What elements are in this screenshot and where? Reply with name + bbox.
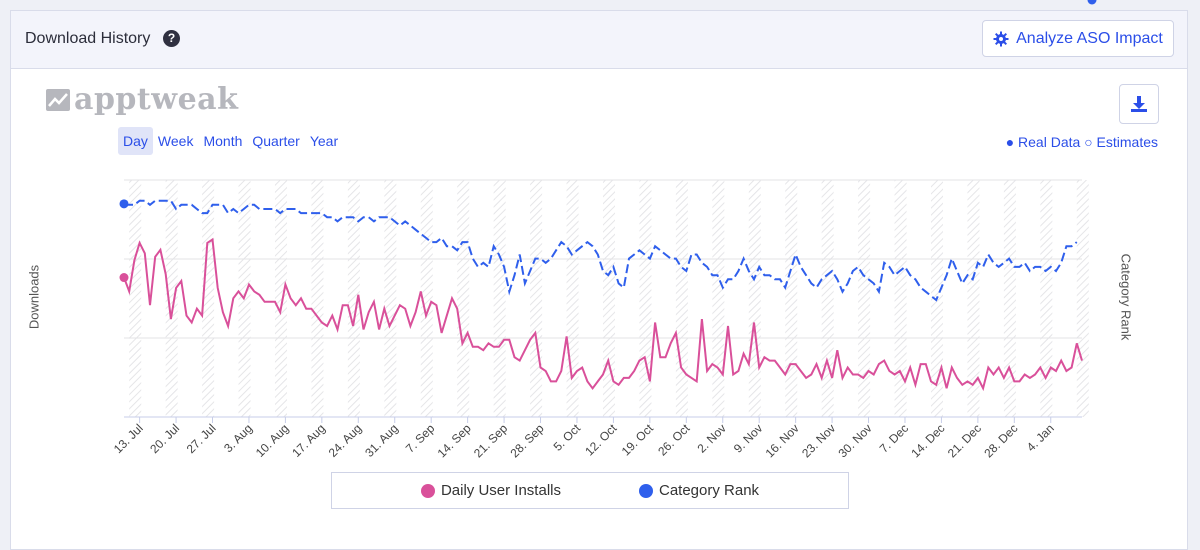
period-day[interactable]: Day [118, 127, 153, 155]
x-tick-label: 28. Dec [981, 421, 1020, 460]
x-tick-label: 12. Oct [582, 421, 620, 459]
x-tick-label: 3. Aug [221, 421, 255, 455]
x-tick-label: 10. Aug [253, 421, 292, 460]
analyze-label: Analyze ASO Impact [1016, 29, 1163, 47]
weekend-band [530, 180, 543, 417]
weekend-band [1040, 180, 1053, 417]
x-tick-label: 19. Oct [619, 421, 657, 459]
weekend-band [457, 180, 470, 417]
legend-item-rank[interactable]: Category Rank [638, 482, 760, 499]
x-tick-label: 23. Nov [799, 421, 838, 460]
x-tick-label: 14. Sep [435, 421, 474, 460]
x-tick-label: 31. Aug [362, 421, 401, 460]
download-button[interactable] [1119, 84, 1159, 124]
weekend-band [493, 180, 506, 417]
card-title: Download History [25, 30, 151, 47]
weekend-band [311, 180, 324, 417]
legend-dot-installs [420, 483, 435, 498]
weekend-band [384, 180, 397, 417]
card-header: Download History ? Analyze ASO Impact [11, 11, 1187, 69]
legend-label-installs: Daily User Installs [440, 482, 561, 499]
x-tick-label: 27. Jul [184, 421, 219, 456]
weekend-band [967, 180, 980, 417]
weekend-band [566, 180, 579, 417]
x-tick-label: 24. Aug [326, 421, 365, 460]
weekend-band [748, 180, 761, 417]
chart-trend-icon [46, 88, 70, 111]
x-tick-label: 21. Sep [471, 421, 510, 460]
period-selector: Day Week Month Quarter Year [118, 127, 343, 155]
x-tick-label: 30. Nov [836, 421, 875, 460]
question-circle-icon[interactable]: ? [163, 30, 180, 47]
x-tick-label: 26. Oct [655, 421, 693, 459]
rank-start-point [119, 199, 129, 209]
weekend-band [675, 180, 688, 417]
period-year[interactable]: Year [309, 133, 339, 149]
x-tick-label: 21. Dec [945, 421, 984, 460]
weekend-band [785, 180, 798, 417]
series-category-rank-line [124, 199, 1078, 302]
weekend-band [129, 180, 142, 417]
legend-item-installs[interactable]: Daily User Installs [420, 482, 561, 499]
rank-end-point [1087, 0, 1097, 5]
period-month[interactable]: Month [203, 133, 243, 149]
weekend-band [1076, 180, 1089, 417]
apptweak-logo: apptweak [46, 82, 238, 117]
x-tick-label: 7. Dec [877, 421, 911, 455]
data-type-legend: ● Real Data ○ Estimates [1006, 134, 1158, 150]
x-tick-label: 20. Jul [147, 421, 182, 456]
x-tick-label: 2. Nov [694, 421, 728, 455]
period-week[interactable]: Week [157, 133, 194, 149]
weekend-band [821, 180, 834, 417]
download-icon [1131, 96, 1147, 112]
y-axis-title-right: Category Rank [1118, 253, 1134, 341]
weekend-band [858, 180, 871, 417]
x-tick-label: 9. Nov [731, 421, 765, 455]
estimates-label[interactable]: ○ Estimates [1084, 134, 1158, 150]
x-tick-label: 7. Sep [403, 421, 438, 456]
real-data-label[interactable]: ● Real Data [1005, 134, 1081, 150]
x-tick-label: 16. Nov [763, 421, 802, 460]
analyze-aso-impact-button[interactable]: Analyze ASO Impact [982, 20, 1174, 57]
weekend-band [712, 180, 725, 417]
x-tick-label: 4. Jan [1024, 421, 1057, 454]
x-tick-label: 17. Aug [289, 421, 328, 460]
x-tick-label: 13. Jul [111, 421, 146, 456]
period-quarter[interactable]: Quarter [252, 133, 300, 149]
series-daily-installs-line [123, 237, 1083, 392]
x-tick-label: 14. Dec [908, 421, 947, 460]
y-axis-title-left: Downloads [26, 264, 42, 330]
x-tick-label: 5. Oct [551, 421, 584, 454]
weekend-band [894, 180, 907, 417]
weekend-band [165, 180, 178, 417]
chart-legend: Daily User Installs Category Rank [331, 472, 849, 509]
installs-start-point [119, 273, 129, 283]
logo-text: apptweak [74, 82, 239, 117]
legend-dot-rank [638, 483, 653, 498]
weekend-band [603, 180, 615, 417]
weekend-band [420, 180, 433, 417]
weekend-band [347, 180, 360, 417]
legend-label-rank: Category Rank [658, 482, 760, 499]
x-tick-label: 28. Sep [507, 421, 546, 460]
weekend-band [1003, 180, 1016, 417]
gear-icon [993, 31, 1009, 46]
weekend-band [274, 180, 287, 417]
